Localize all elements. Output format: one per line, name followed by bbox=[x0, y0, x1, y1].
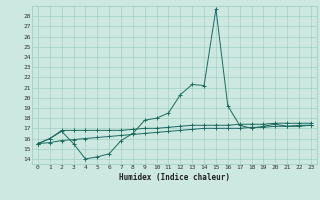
X-axis label: Humidex (Indice chaleur): Humidex (Indice chaleur) bbox=[119, 173, 230, 182]
